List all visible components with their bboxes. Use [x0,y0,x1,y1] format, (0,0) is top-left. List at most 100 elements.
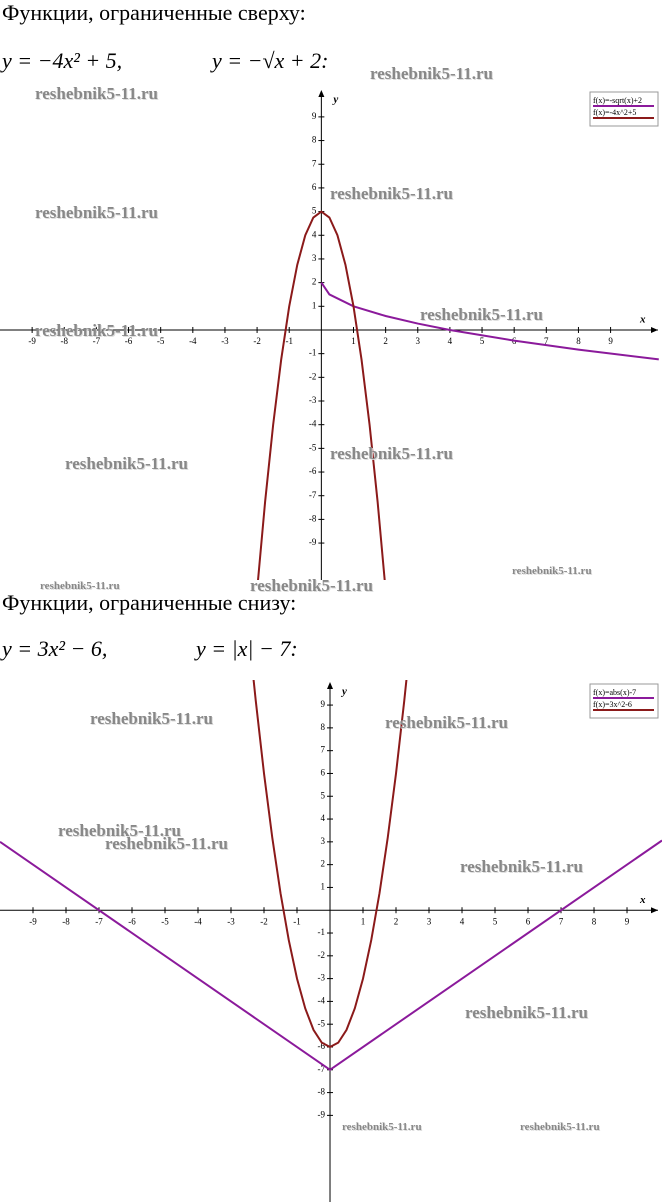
x-tick-label: -1 [293,916,301,926]
formula: y = −√x + 2: [212,48,329,73]
y-tick-label: 3 [321,836,326,846]
x-tick-label: -7 [93,336,101,346]
y-tick-label: -8 [318,1087,326,1097]
watermark: reshebnik5-11.ru [385,713,508,732]
x-tick-label: 7 [544,336,549,346]
heading: Функции, ограниченные сверху: [2,0,306,25]
watermark: reshebnik5-11.ru [35,203,158,222]
y-tick-label: -6 [309,466,317,476]
axis-label: x [639,894,646,906]
x-tick-label: -9 [28,336,36,346]
watermark: reshebnik5-11.ru [342,1121,422,1133]
y-tick-label: -4 [309,419,317,429]
y-tick-label: 6 [321,768,326,778]
watermark: reshebnik5-11.ru [520,1121,600,1133]
x-tick-label: 7 [559,916,564,926]
watermark: reshebnik5-11.ru [35,321,158,340]
x-tick-label: 2 [383,336,388,346]
graph: x y -9 -8 -7 -6 -5 -4 -3 -2 -1 1 2 3 4 5 6 7 8 9 -9 -8 -7 -6 -5 -… [0,680,662,1202]
arrow [651,326,658,333]
y-tick-label: -9 [318,1109,326,1119]
graph: x y -9 -8 -7 -6 -5 -4 -3 -2 -1 1 2 3 4 5 6 7 8 9 -9 -8 -7 -6 -5 -… [0,90,659,580]
x-tick-label: -5 [161,916,169,926]
y-tick-label: 1 [321,881,326,891]
legend-label: f(x)=-4x^2+5 [593,108,636,117]
watermark: reshebnik5-11.ru [465,1003,588,1022]
y-tick-label: 6 [312,182,317,192]
watermark: reshebnik5-11.ru [250,576,373,595]
y-tick-label: 7 [321,745,326,755]
y-tick-label: 2 [321,859,326,869]
y-tick-label: -5 [318,1018,326,1028]
y-tick-label: -2 [318,950,326,960]
y-tick-label: 8 [312,135,317,145]
formula: y = 3x² − 6, [2,636,108,661]
legend-box [589,683,659,719]
y-tick-label: 4 [321,813,326,823]
x-tick-label: 1 [361,916,366,926]
x-tick-label: 9 [608,336,613,346]
watermark: reshebnik5-11.ru [512,565,592,577]
watermark: reshebnik5-11.ru [90,709,213,728]
watermark: reshebnik5-11.ru [105,834,228,853]
x-tick-label: -7 [95,916,103,926]
legend-label: f(x)=-sqrt(x)+2 [593,96,642,105]
y-tick-label: -1 [309,348,317,358]
function-curve [257,210,386,580]
legend-label: f(x)=abs(x)-7 [593,688,636,697]
y-tick-label: -1 [318,927,326,937]
y-tick-label: -7 [309,490,317,500]
x-tick-label: 8 [576,336,581,346]
watermark: reshebnik5-11.ru [330,444,453,463]
x-tick-label: 1 [351,336,356,346]
x-tick-label: 5 [493,916,498,926]
x-tick-label: -6 [128,916,136,926]
y-tick-label: -5 [309,442,317,452]
y-tick-label: 9 [321,699,326,709]
y-tick-label: -4 [318,995,326,1005]
axis-label: x [639,314,646,326]
x-tick-label: -9 [29,916,37,926]
y-tick-label: -3 [309,395,317,405]
watermark: reshebnik5-11.ru [370,64,493,83]
y-tick-label: 2 [312,277,317,287]
formula: y = −4x² + 5, [2,48,123,73]
formula: y = |x| − 7: [196,636,298,661]
x-tick-label: 5 [480,336,485,346]
function-curve [0,839,662,1072]
axis-label: y [331,94,338,106]
y-tick-label: 9 [312,111,317,121]
watermark: reshebnik5-11.ru [40,580,120,592]
x-tick-label: 3 [416,336,421,346]
y-tick-label: -6 [318,1041,326,1051]
x-tick-label: -4 [189,336,197,346]
heading: Функции, ограниченные снизу: [2,590,297,615]
watermark: reshebnik5-11.ru [460,857,583,876]
x-tick-label: -5 [157,336,165,346]
arrow [318,90,325,97]
y-tick-label: 1 [312,300,317,310]
y-tick-label: 5 [321,790,326,800]
x-tick-label: -2 [253,336,261,346]
watermark: reshebnik5-11.ru [420,305,543,324]
x-tick-label: -1 [285,336,293,346]
legend-box [589,91,659,127]
x-tick-label: 4 [448,336,453,346]
y-tick-label: 8 [321,722,326,732]
x-tick-label: -6 [125,336,133,346]
y-tick-label: 5 [312,206,317,216]
y-tick-label: -8 [309,513,317,523]
arrow [651,907,658,914]
x-tick-label: -4 [194,916,202,926]
y-tick-label: -9 [309,537,317,547]
arrow [327,682,334,689]
y-tick-label: 7 [312,158,317,168]
function-curve [320,282,659,361]
watermark: reshebnik5-11.ru [65,454,188,473]
x-tick-label: 4 [460,916,465,926]
x-tick-label: -3 [221,336,229,346]
legend-label: f(x)=3x^2-6 [593,700,632,709]
x-tick-label: -8 [62,916,70,926]
y-tick-label: -7 [318,1064,326,1074]
x-tick-label: 6 [526,916,531,926]
